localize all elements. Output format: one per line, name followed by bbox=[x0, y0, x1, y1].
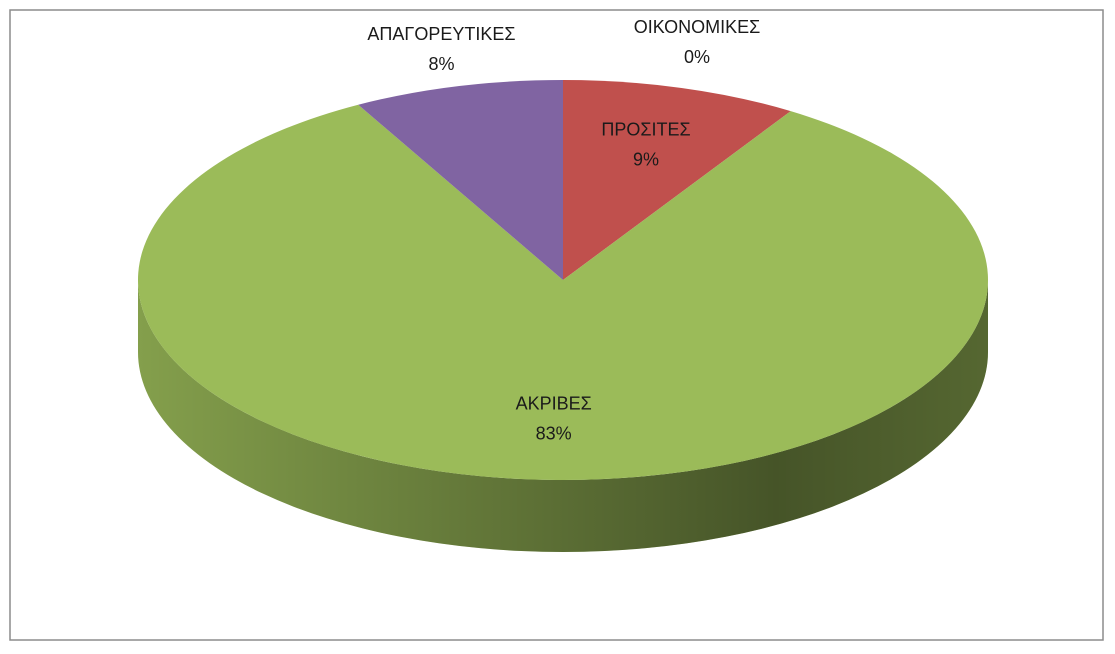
data-label-value: 0% bbox=[684, 47, 710, 67]
data-label-name: ΟΙΚΟΝΟΜΙΚΕΣ bbox=[634, 17, 761, 37]
data-label-name: ΑΠΑΓΟΡΕΥΤΙΚΕΣ bbox=[367, 24, 515, 44]
data-label-value: 9% bbox=[633, 149, 659, 169]
data-label-value: 83% bbox=[536, 424, 572, 444]
data-label-value: 8% bbox=[428, 54, 454, 74]
data-label-name: ΠΡΟΣΙΤΕΣ bbox=[601, 119, 690, 139]
slice bbox=[137, 104, 989, 481]
slice bbox=[358, 80, 563, 280]
data-label-name: ΑΚΡΙΒΕΣ bbox=[516, 394, 592, 414]
slice-side-shade bbox=[138, 280, 988, 552]
slice bbox=[563, 80, 791, 280]
